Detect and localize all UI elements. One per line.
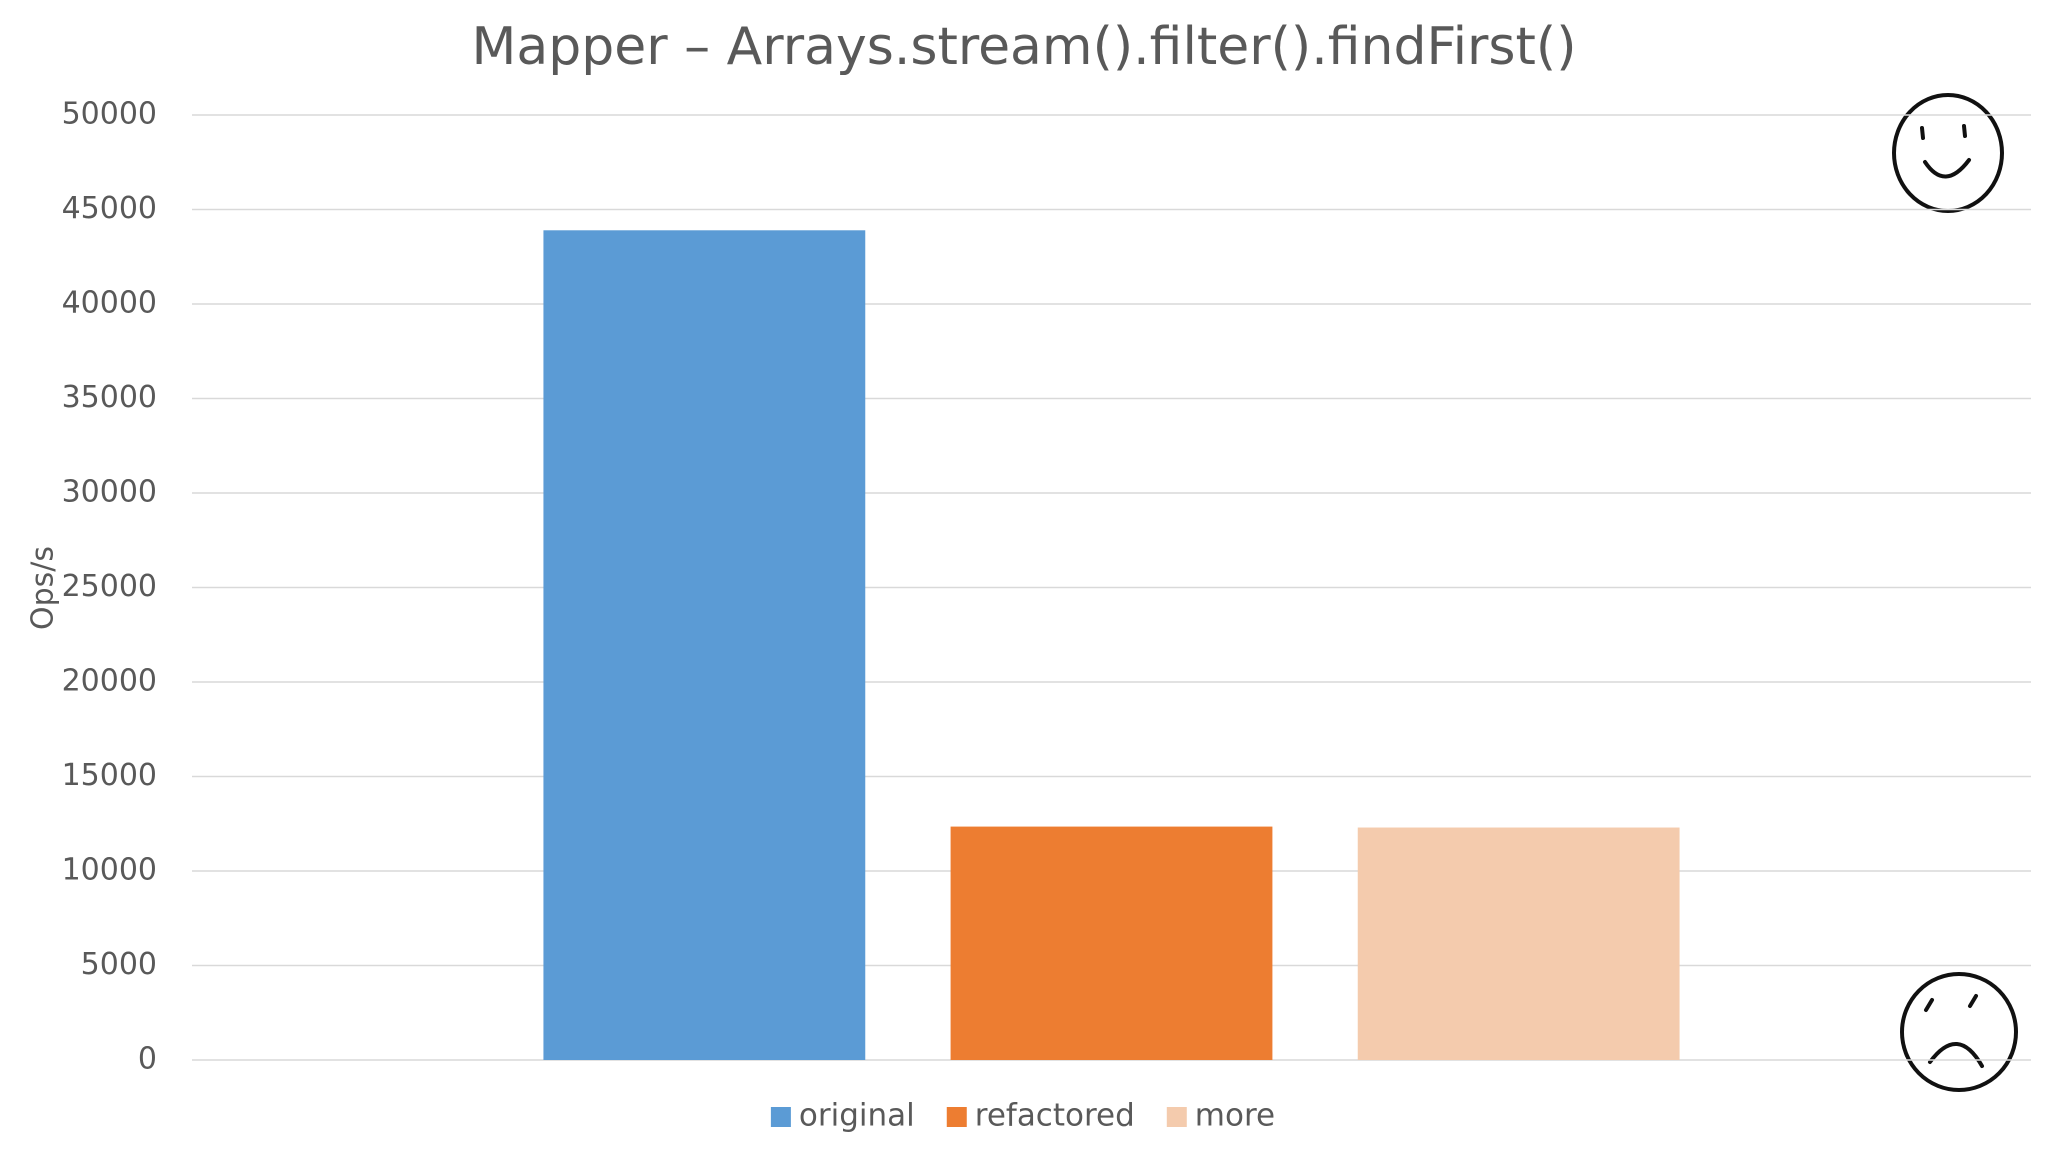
y-tick-label: 30000 [62, 475, 157, 510]
y-tick-label: 5000 [81, 947, 157, 982]
happy-face [1892, 93, 2004, 213]
y-tick-label: 45000 [62, 191, 157, 226]
bar [543, 230, 866, 1061]
legend-label: original [799, 1098, 915, 1134]
y-tick-label: 25000 [62, 569, 157, 604]
sad-face [1900, 972, 2018, 1092]
bar [1357, 827, 1680, 1060]
y-tick-label: 35000 [62, 380, 157, 415]
legend-swatch [1166, 1107, 1187, 1127]
y-tick-label: 0 [138, 1042, 157, 1077]
legend-swatch [770, 1107, 791, 1127]
y-tick-label: 10000 [62, 853, 157, 888]
legend-swatch [946, 1107, 967, 1127]
y-tick-label: 20000 [62, 664, 157, 699]
y-axis-label: Ops/s [26, 546, 61, 630]
y-tick-label: 50000 [62, 97, 157, 132]
legend-label: more [1195, 1098, 1275, 1134]
y-tick-label: 40000 [62, 286, 157, 321]
y-tick-label: 15000 [62, 758, 157, 793]
chart-title: Mapper – Arrays.stream().filter().findFi… [472, 17, 1577, 77]
legend-label: refactored [975, 1098, 1135, 1134]
bar [950, 826, 1273, 1060]
